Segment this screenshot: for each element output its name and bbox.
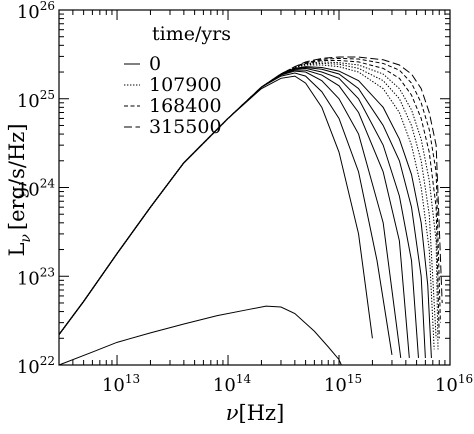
y-tick-label: 1023 <box>17 265 55 289</box>
series-line-dotted <box>58 62 437 339</box>
x-axis-label: ν[Hz] <box>226 401 285 425</box>
x-tick-label: 1014 <box>213 372 252 396</box>
series-line-solid <box>58 66 432 358</box>
series-line-solid <box>58 72 393 355</box>
y-axis-label: Lν [erg/s/Hz] <box>5 123 34 256</box>
y-axis-label-base: L <box>5 243 29 257</box>
tick-layer: 1013 1014 1015 1016 1022 1023 1024 1025 1026 <box>17 0 473 396</box>
x-tick-label: 1015 <box>324 372 362 396</box>
series-line-solid <box>58 67 419 359</box>
plot-frame <box>58 9 451 366</box>
series-layer <box>58 56 443 366</box>
y-tick-label: 1022 <box>17 354 55 378</box>
legend-label: 107900 <box>149 74 222 96</box>
legend-label: 168400 <box>149 95 222 117</box>
y-tick-label: 1024 <box>17 177 56 201</box>
series-line-dotted <box>58 64 435 350</box>
series-line-solid <box>58 66 426 358</box>
x-axis-label-symbol: ν <box>226 401 239 425</box>
series-line-dash-long <box>58 56 443 335</box>
legend-label: 0 <box>149 53 161 75</box>
x-tick-label: 1013 <box>102 372 140 396</box>
y-axis-label-sub: ν <box>18 234 34 243</box>
legend-label: 315500 <box>149 116 222 138</box>
y-tick-label: 1025 <box>17 88 55 112</box>
y-axis-label-unit: [erg/s/Hz] <box>5 123 29 230</box>
x-axis-label-unit: [Hz] <box>239 401 285 425</box>
x-tick-label: 1016 <box>435 372 473 396</box>
series-line-dash-short <box>58 57 441 335</box>
series-line-solid <box>58 305 342 366</box>
legend-title: time/yrs <box>152 23 231 45</box>
series-line-solid <box>58 70 402 359</box>
y-tick-label: 1026 <box>17 0 55 23</box>
series-line-dash-short <box>58 59 440 339</box>
